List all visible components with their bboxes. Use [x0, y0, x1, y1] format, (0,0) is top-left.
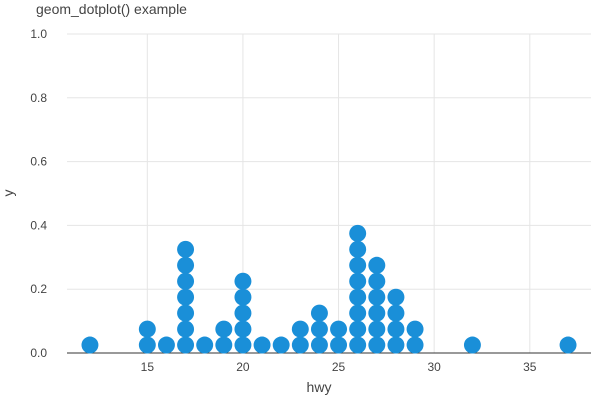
dot: [177, 320, 195, 338]
y-tick-label: 0.0: [30, 346, 47, 360]
dot: [368, 272, 386, 290]
dot: [234, 320, 252, 338]
chart-title: geom_dotplot() example: [36, 1, 187, 17]
dot: [272, 336, 290, 354]
dot: [387, 288, 405, 306]
dot: [177, 272, 195, 290]
dot: [291, 336, 309, 354]
dot: [463, 336, 481, 354]
y-tick-label: 0.2: [30, 282, 47, 296]
dot: [234, 336, 252, 354]
dot: [234, 304, 252, 322]
dot: [291, 320, 309, 338]
y-tick-label: 0.8: [30, 91, 47, 105]
dot: [406, 320, 424, 338]
dot: [310, 320, 328, 338]
dot: [368, 288, 386, 306]
dot: [387, 336, 405, 354]
dot: [349, 256, 367, 274]
dot: [138, 336, 156, 354]
dot: [177, 336, 195, 354]
y-tick-label: 1.0: [30, 27, 47, 41]
x-tick-labels: 15 20 25 30 35: [141, 360, 537, 374]
dot: [368, 320, 386, 338]
dot: [387, 320, 405, 338]
dot: [177, 256, 195, 274]
dot: [349, 240, 367, 258]
dot: [368, 256, 386, 274]
dot: [330, 336, 348, 354]
dot: [368, 304, 386, 322]
dot: [349, 320, 367, 338]
dot: [177, 240, 195, 258]
x-tick-label: 35: [523, 360, 537, 374]
dot: [349, 304, 367, 322]
dot: [387, 304, 405, 322]
x-tick-label: 25: [332, 360, 346, 374]
dot: [349, 288, 367, 306]
y-tick-label: 0.4: [30, 218, 47, 232]
dot: [81, 336, 99, 354]
dot: [310, 336, 328, 354]
x-tick-label: 20: [236, 360, 250, 374]
grid-lines: [67, 33, 591, 353]
y-tick-label: 0.6: [30, 155, 47, 169]
dot: [330, 320, 348, 338]
x-tick-label: 15: [141, 360, 155, 374]
dot: [368, 336, 386, 354]
dot: [177, 304, 195, 322]
dot: [234, 272, 252, 290]
dot: [196, 336, 214, 354]
dot: [349, 272, 367, 290]
dots-layer: [81, 224, 577, 354]
dot: [177, 288, 195, 306]
dot: [406, 336, 424, 354]
dot: [349, 336, 367, 354]
dot: [215, 320, 233, 338]
dot: [157, 336, 175, 354]
dot: [138, 320, 156, 338]
y-axis-label: y: [0, 190, 16, 197]
y-tick-labels: 0.0 0.2 0.4 0.6 0.8 1.0: [30, 27, 47, 360]
dot: [559, 336, 577, 354]
x-tick-label: 30: [428, 360, 442, 374]
dot: [234, 288, 252, 306]
dot: [253, 336, 271, 354]
dot: [215, 336, 233, 354]
dot: [349, 224, 367, 242]
x-axis-label: hwy: [307, 379, 332, 395]
dot: [310, 304, 328, 322]
